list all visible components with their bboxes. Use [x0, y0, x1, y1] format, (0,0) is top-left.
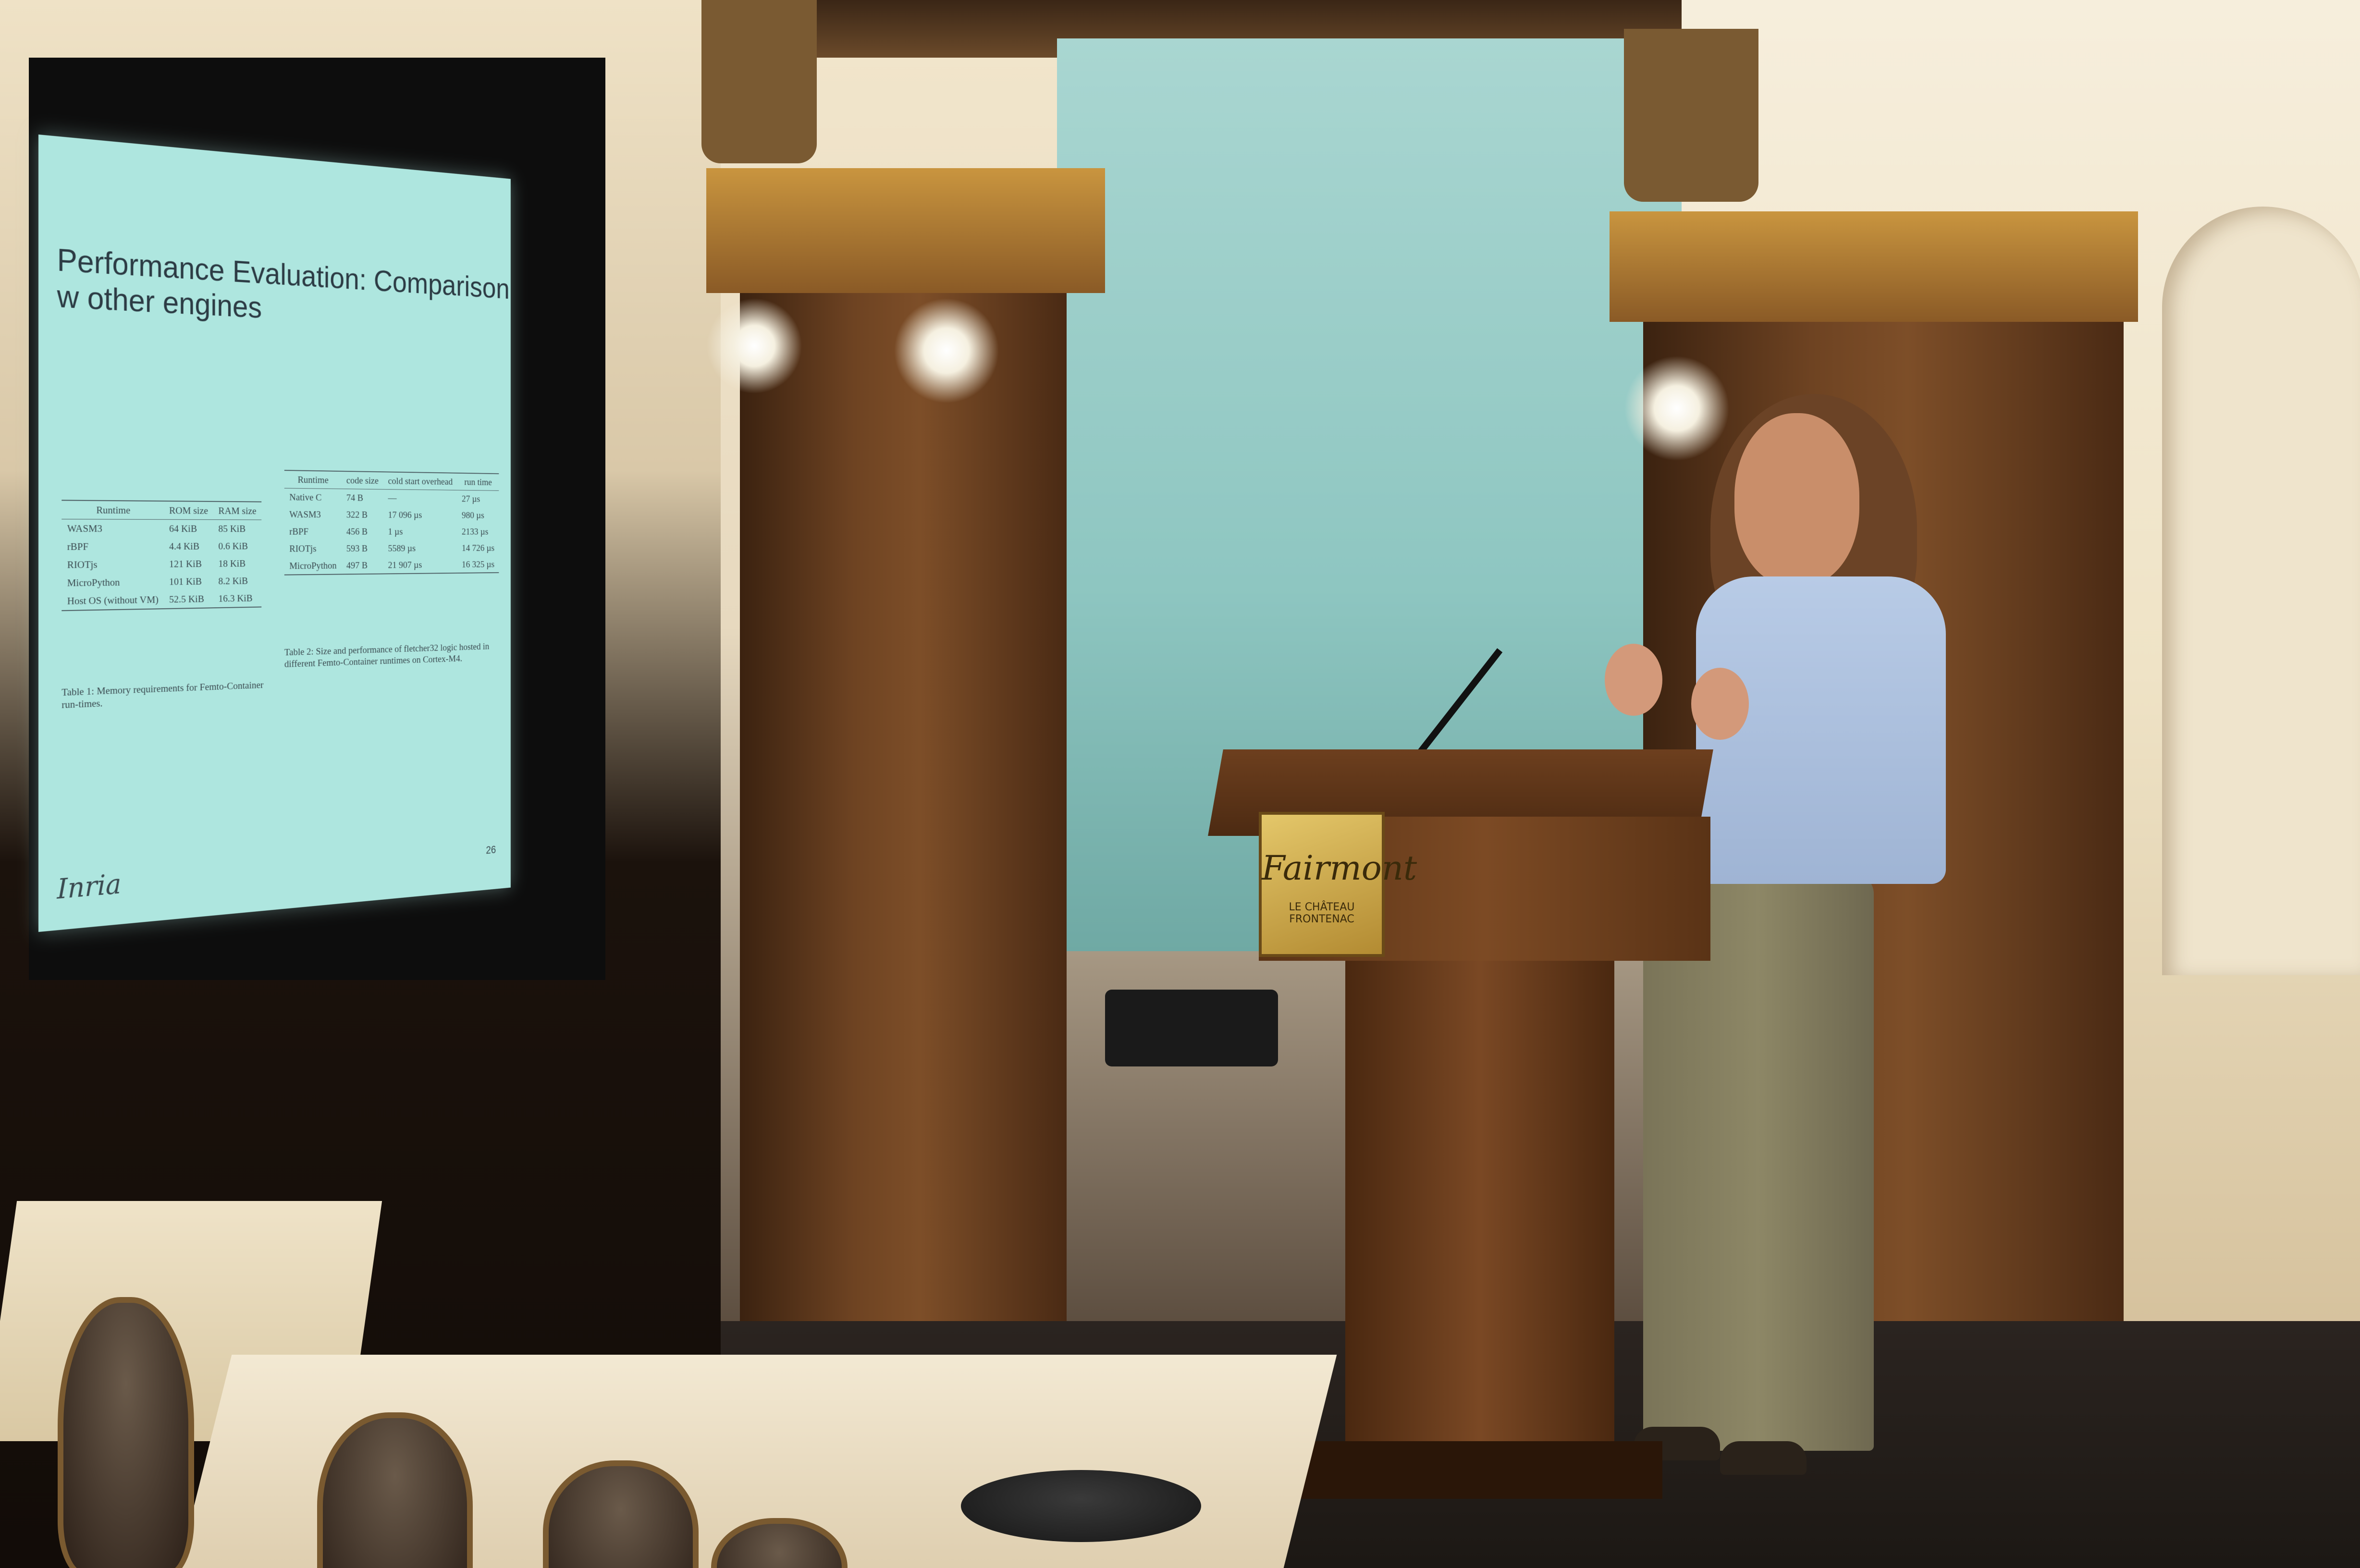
table-cell: 27 µs	[462, 493, 480, 504]
table-cell: 497 B	[346, 559, 368, 571]
ceiling-bracket	[1624, 29, 1758, 202]
table-cell: MicroPython	[289, 559, 337, 572]
inria-logo: Inria	[57, 868, 122, 906]
wall-sconce-light	[1624, 355, 1730, 461]
column-header: Runtime	[297, 474, 329, 486]
slide-title: Performance Evaluation: Comparison w oth…	[57, 242, 510, 325]
conference-speakerphone	[961, 1470, 1201, 1542]
table-row: RIOTjs 593 B 5589 µs 14 726 µs	[284, 539, 499, 557]
memory-requirements-table: Runtime ROM size RAM size WASM3 64 KiB 85 …	[61, 500, 262, 611]
table-cell: 456 B	[346, 526, 368, 537]
table-row: rBPF 456 B 1 µs 2133 µs	[284, 523, 499, 540]
ceiling-bracket	[701, 0, 817, 163]
table-header-row: Runtime code size cold start overhead ru…	[284, 470, 499, 491]
speaker-trousers	[1643, 874, 1874, 1451]
plaque-brand: Fairmont	[1262, 848, 1417, 888]
table-cell: Host OS (without VM)	[67, 593, 159, 607]
table-cell: 85 KiB	[218, 522, 246, 534]
plaque-subtitle: LE CHÂTEAU FRONTENAC	[1289, 901, 1355, 925]
table-cell: Native C	[289, 491, 322, 503]
table-cell: 8.2 KiB	[218, 575, 248, 587]
table-row: MicroPython 497 B 21 907 µs 16 325 µs	[284, 556, 499, 575]
table-cell: 1 µs	[388, 526, 403, 537]
speaker-hand	[1691, 668, 1749, 740]
table-row: RIOTjs 121 KiB 18 KiB	[61, 555, 261, 574]
column-header: code size	[346, 474, 379, 486]
table-cell: 16 325 µs	[462, 558, 495, 570]
speaker-hand	[1605, 644, 1662, 716]
table-row: rBPF 4.4 KiB 0.6 KiB	[61, 538, 261, 556]
projector	[1105, 990, 1278, 1066]
wall-sconce-light	[706, 298, 802, 394]
podium-stem	[1345, 961, 1614, 1460]
table-cell: RIOTjs	[67, 558, 98, 571]
table-cell: 0.6 KiB	[218, 540, 248, 552]
table-row: WASM3 322 B 17 096 µs 980 µs	[284, 506, 499, 524]
table-cell: 16.3 KiB	[218, 592, 253, 604]
table-cell: 121 KiB	[169, 557, 202, 570]
column-header: run time	[464, 476, 492, 488]
table-cell: 4.4 KiB	[169, 540, 199, 552]
table-cell: 74 B	[346, 491, 363, 503]
presentation-slide: Performance Evaluation: Comparison w oth…	[38, 135, 511, 932]
table-caption: Table 1: Memory requirements for Femto-C…	[61, 679, 264, 710]
table-cell: 322 B	[346, 508, 368, 520]
table-cell: 2133 µs	[462, 526, 489, 537]
table-cell: 64 KiB	[169, 522, 197, 534]
table-cell: 5589 µs	[388, 542, 416, 554]
table-cell: 593 B	[346, 542, 368, 554]
table-header-row: Runtime ROM size RAM size	[61, 500, 262, 520]
podium-plaque: Fairmont LE CHÂTEAU FRONTENAC	[1259, 812, 1417, 957]
table-cell: rBPF	[289, 526, 308, 537]
table-caption: Table 2: Size and performance of fletche…	[284, 640, 490, 670]
podium-base	[1297, 1441, 1662, 1499]
column-header: RAM size	[218, 504, 257, 516]
speaker-shoe	[1720, 1441, 1807, 1475]
table-cell: 52.5 KiB	[169, 592, 204, 605]
speaker-head	[1734, 413, 1859, 586]
table-row: Native C 74 B — 27 µs	[284, 488, 499, 507]
table-cell: rBPF	[67, 540, 89, 552]
table-cell: WASM3	[289, 508, 321, 520]
table-cell: —	[388, 492, 397, 503]
table-cell: MicroPython	[67, 576, 120, 589]
column-header: Runtime	[96, 503, 131, 516]
table-cell: 17 096 µs	[388, 509, 422, 520]
table-cell: 101 KiB	[169, 575, 202, 588]
table-cell: 18 KiB	[218, 557, 246, 569]
wall-arch	[2162, 207, 2360, 975]
table-row: WASM3 64 KiB 85 KiB	[61, 519, 261, 538]
audience-chair	[317, 1412, 473, 1568]
table-row: Host OS (without VM) 52.5 KiB 16.3 KiB	[61, 589, 262, 611]
table-cell: WASM3	[67, 522, 102, 534]
table-cell: 14 726 µs	[462, 542, 495, 553]
table-cell: 21 907 µs	[388, 559, 422, 571]
wall-sconce-light	[894, 298, 999, 404]
table-cell: RIOTjs	[289, 542, 317, 554]
pillar-capital	[706, 168, 1105, 293]
audience-chair	[58, 1297, 194, 1568]
table-row: MicroPython 101 KiB 8.2 KiB	[61, 572, 261, 592]
performance-table: Runtime code size cold start overhead ru…	[284, 470, 499, 575]
slide-page-number: 26	[486, 844, 496, 857]
wooden-pillar	[740, 211, 1067, 1403]
pillar-capital	[1610, 211, 2138, 322]
table-cell: 980 µs	[462, 509, 484, 521]
column-header: cold start overhead	[388, 475, 453, 487]
column-header: ROM size	[169, 504, 208, 516]
